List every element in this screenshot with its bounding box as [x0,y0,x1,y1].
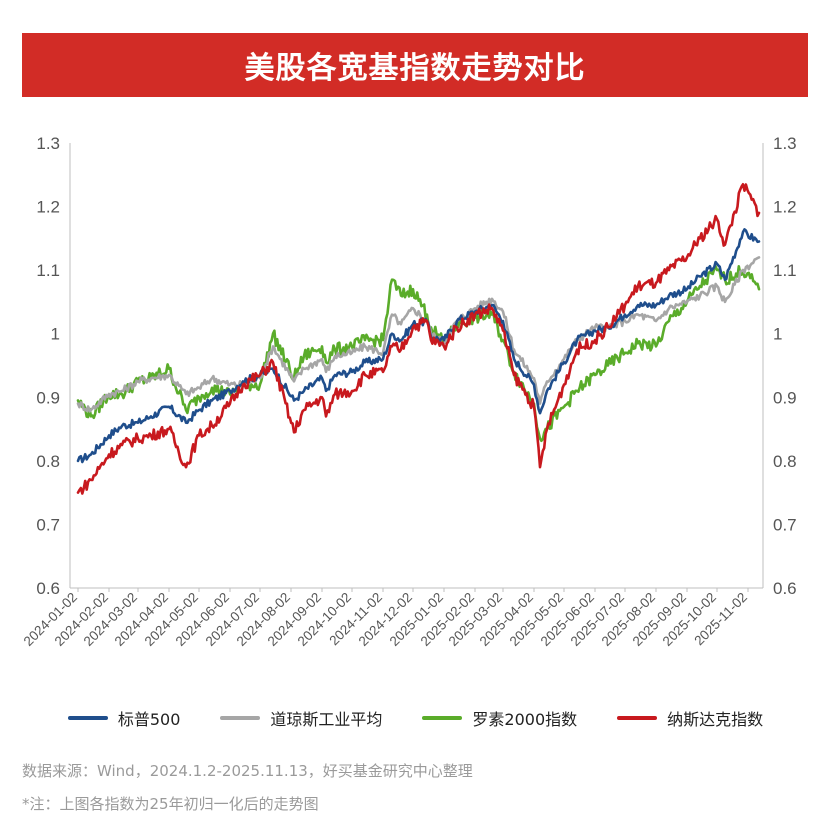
y-tick-label-left: 1 [51,325,60,344]
legend-item-dow: 道琼斯工业平均 [220,706,382,730]
series-line-dow [76,256,761,413]
y-tick-label-right: 0.7 [773,515,797,534]
y-tick-label-right: 1 [773,325,782,344]
legend-label-sp500: 标普500 [117,710,181,729]
legend-swatch-russell [422,716,463,720]
legend-swatch-nasdaq [617,716,658,720]
normalization-note: *注：上图各指数为25年初归一化后的走势图 [22,795,319,813]
legend-label-dow: 道琼斯工业平均 [270,710,383,729]
series-line-russell [76,265,761,443]
legend-swatch-dow [220,716,261,720]
legend-item-russell: 罗素2000指数 [422,706,577,730]
y-tick-label-left: 1.3 [36,134,60,153]
chart-legend: 标普500 道琼斯工业平均 罗素2000指数 纳斯达克指数 [0,706,831,730]
legend-item-sp500: 标普500 [67,706,181,730]
legend-label-russell: 罗素2000指数 [472,710,578,729]
y-tick-label-right: 0.6 [773,579,797,598]
series-line-nasdaq [76,183,761,495]
legend-item-nasdaq: 纳斯达克指数 [617,706,763,730]
data-source-note: 数据来源：Wind，2024.1.2-2025.11.13，好买基金研究中心整理 [22,762,473,780]
y-tick-label-left: 0.8 [36,452,60,471]
y-tick-label-left: 0.9 [36,388,60,407]
chart-title: 美股各宽基指数走势对比 [244,51,586,86]
y-tick-label-right: 1.3 [773,134,797,153]
legend-label-nasdaq: 纳斯达克指数 [667,710,764,729]
y-tick-label-right: 1.2 [773,198,797,217]
y-tick-label-left: 0.7 [36,515,60,534]
y-tick-label-right: 0.9 [773,388,797,407]
y-tick-label-right: 1.1 [773,261,797,280]
y-tick-label-left: 1.2 [36,198,60,217]
line-chart: 1.3 1.3 1.2 1.2 1.1 1.1 1 1 0.9 0.9 0.8 0.8 0.7 0.7 0.… [21,134,797,649]
y-tick-label-left: 1.1 [36,261,60,280]
y-tick-label-left: 0.6 [36,579,60,598]
y-tick-label-right: 0.8 [773,452,797,471]
legend-swatch-sp500 [67,716,108,720]
chart-title-banner: 美股各宽基指数走势对比 [22,33,808,97]
